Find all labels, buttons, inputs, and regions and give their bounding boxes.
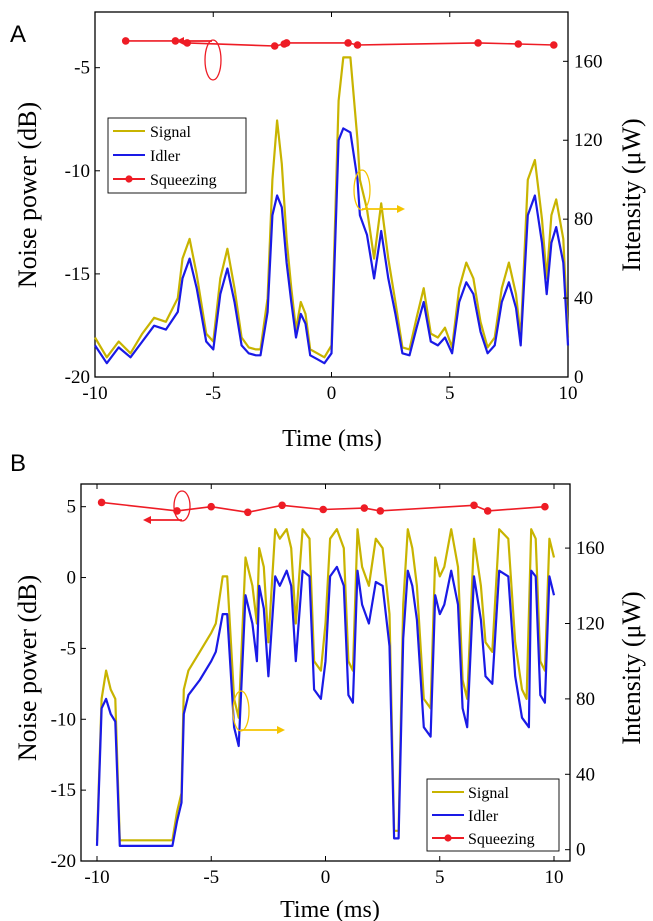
panel-b-ytick-label: 5 [67,497,77,518]
panel-b-y2tick-label: 40 [576,764,595,785]
panel-a-label: A [10,21,26,48]
panel-b-right-arrowhead [277,726,285,734]
panel-b-ticks: -10 -5 0 5 10 -20 -15 -10 -5 0 5 0 40 80 120 160 [51,484,605,888]
panel-b-squeezing-point [97,498,106,507]
panel-a-idler-line [94,127,570,365]
panel-b-intensity-ellipse [232,690,250,732]
panel-a-signal-line [94,56,570,359]
panel-a-squeezing-point [514,40,523,48]
panel-a-squeezing-point [270,42,279,50]
panel-b-xtick-label: -5 [203,867,219,888]
panel-b-idler-line [95,565,556,848]
panel-b-squeezing-point [470,501,478,510]
panel-a-y2tick-label: 80 [574,209,593,230]
panel-b-ytick-label: 0 [67,568,77,589]
panel-b-y2label: Intensity (μW) [617,591,646,744]
panel-b-squeezing-point [376,507,385,515]
panel-a-y2tick-label: 0 [574,367,584,388]
panel-a-squeezing-point [344,39,352,47]
panel-a-ytick-label: -10 [65,161,90,182]
panel-a-ticks: -10 -5 0 5 10 -20 -15 -10 -5 0 40 80 120 160 [65,12,603,404]
panel-a-y2tick-label: 120 [574,130,603,151]
panel-a-xtick-label: -10 [82,383,107,404]
panel-b-ylabel: Noise power (dB) [13,575,42,761]
panel-b-legend-squeezing: Squeezing [468,831,535,848]
panel-a: A -10 -5 0 5 10 -20 -15 -10 -5 0 40 80 120 160 Signal… [10,11,646,452]
panel-b-squeezing-ellipse [173,490,191,522]
panel-b-squeezing-point [207,502,215,511]
panel-b-ytick-label: -10 [51,709,76,730]
panel-a-legend-squeezing-marker [125,175,133,183]
panel-b-xtick-label: 10 [545,867,564,888]
panel-b: B -10 -5 0 5 10 -20 -15 -10 -5 0 5 0 40 80 120 160 Sign… [10,450,646,921]
panel-b-xlabel: Time (ms) [280,897,380,921]
panel-b-squeezing-point [483,507,492,515]
panel-b-y2tick-label: 160 [576,538,605,559]
panel-b-left-arrowhead [143,516,151,524]
panel-a-squeezing-point [550,41,558,49]
panel-a-xtick-label: 5 [445,383,455,404]
panel-a-squeezing-point [474,39,482,47]
panel-b-ytick-label: -5 [60,638,76,659]
panel-a-legend: Signal Idler Squeezing [107,117,247,194]
panel-a-signal-layer [94,56,570,359]
panel-b-y2tick-label: 120 [576,613,605,634]
panel-b-idler-layer [95,565,556,848]
panel-b-ytick-label: -20 [51,851,76,872]
panel-b-signal-line [95,528,556,842]
panel-b-legend-idler: Idler [468,808,499,825]
panel-b-signal-layer [95,528,556,842]
panel-a-y2tick-label: 160 [574,51,603,72]
panel-b-squeezing-point [541,502,549,511]
panel-a-xtick-label: -5 [205,383,221,404]
panel-a-ytick-label: -20 [65,367,90,388]
panel-a-right-arrowhead [397,205,405,213]
panel-b-legend-signal: Signal [468,785,509,802]
panel-a-legend-idler: Idler [150,148,181,165]
panel-b-y2tick-label: 80 [576,689,595,710]
panel-a-xlabel: Time (ms) [282,426,382,452]
panel-b-squeezing-point [319,505,328,514]
panel-b-squeezing-point [360,504,369,512]
panel-a-xtick-label: 10 [559,383,578,404]
panel-b-squeezing-layer [97,498,549,517]
panel-a-squeezing-point [121,37,130,45]
panel-b-ytick-label: -15 [51,780,76,801]
panel-b-legend: Signal Idler Squeezing [426,778,560,852]
panel-a-left-arrowhead [176,37,184,45]
panel-a-legend-signal: Signal [150,124,191,141]
panel-b-y2tick-label: 0 [576,840,586,861]
panel-b-squeezing-point [278,501,286,510]
panel-a-y2label: Intensity (μW) [617,118,646,271]
panel-a-xtick-label: 0 [327,383,337,404]
panel-a-intensity-ellipse [353,169,371,211]
panel-a-y2tick-label: 40 [574,288,593,309]
panel-a-squeezing-point [171,37,180,45]
panel-a-ytick-label: -5 [74,58,90,79]
panel-b-xtick-label: 5 [435,867,445,888]
panel-a-idler-layer [94,127,570,365]
panel-a-squeezing-point [353,41,362,49]
panel-a-squeezing-ellipse [204,39,222,81]
panel-b-squeezing-point [244,508,252,517]
panel-a-ytick-label: -15 [65,264,90,285]
panel-a-ylabel: Noise power (dB) [13,102,42,288]
panel-a-squeezing-layer [121,37,558,50]
panel-b-label: B [10,450,26,477]
panel-a-squeezing-point [282,39,291,47]
panel-b-legend-squeezing-marker [444,834,452,842]
panel-b-xtick-label: -10 [84,867,109,888]
panel-a-legend-squeezing: Squeezing [150,172,217,189]
panel-b-xtick-label: 0 [321,867,331,888]
